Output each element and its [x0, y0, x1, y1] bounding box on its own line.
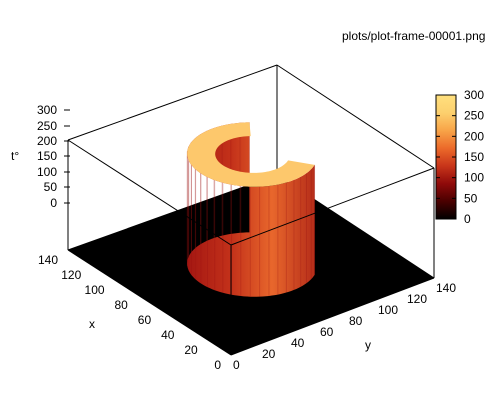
- frame-edge: [67, 64, 278, 141]
- z-tick-label: 300: [37, 103, 57, 117]
- y-tick-label: 40: [291, 336, 305, 350]
- x-tick-label: 140: [38, 253, 58, 267]
- colorbar-tick-label: 300: [464, 88, 484, 102]
- colorbar-tick-label: 100: [464, 171, 484, 185]
- y-tick-label: 20: [262, 347, 276, 361]
- frame-edge: [230, 167, 435, 246]
- frame-edge: [67, 139, 232, 246]
- z-tick-label: 50: [44, 180, 58, 194]
- tick-labels: 0501001502002503000204060801001201400204…: [37, 103, 456, 372]
- y-tick-label: 140: [436, 281, 456, 295]
- y-axis-label: y: [365, 338, 371, 352]
- z-tick-label: 250: [37, 119, 57, 133]
- annulus-surface: [186, 122, 316, 297]
- z-tick-label: 100: [37, 165, 57, 179]
- y-tick-label: 0: [233, 358, 240, 372]
- colorbar: 0 50 100 150 200 250 300: [435, 88, 484, 226]
- plot-title: plots/plot-frame-00001.png: [342, 29, 485, 43]
- frame-edge: [276, 64, 435, 169]
- x-tick-label: 0: [214, 358, 221, 372]
- x-tick-label: 60: [138, 313, 152, 327]
- z-tick-label: 0: [50, 196, 57, 210]
- x-tick-label: 80: [114, 298, 128, 312]
- y-tick-label: 120: [407, 292, 427, 306]
- x-axis-label: x: [89, 317, 95, 331]
- front-frame: [67, 139, 435, 356]
- colorbar-tick-label: 150: [464, 150, 484, 164]
- colorbar-tick-label: 250: [464, 109, 484, 123]
- y-tick-label: 100: [378, 303, 398, 317]
- z-tick-label: 200: [37, 134, 57, 148]
- z-tick-label: 150: [37, 149, 57, 163]
- frame-edge: [230, 277, 435, 356]
- y-tick-label: 80: [349, 314, 363, 328]
- x-tick-label: 20: [184, 343, 198, 357]
- annulus-top: [187, 122, 315, 187]
- z-axis-label: t°: [11, 149, 19, 163]
- frame-edge: [67, 249, 232, 356]
- x-tick-label: 100: [85, 283, 105, 297]
- x-tick-label: 120: [61, 268, 81, 282]
- x-tick-label: 40: [161, 328, 175, 342]
- colorbar-tick-label: 0: [464, 212, 471, 226]
- colorbar-tick-label: 50: [464, 191, 478, 205]
- colorbar-tick-label: 200: [464, 129, 484, 143]
- y-tick-label: 60: [320, 325, 334, 339]
